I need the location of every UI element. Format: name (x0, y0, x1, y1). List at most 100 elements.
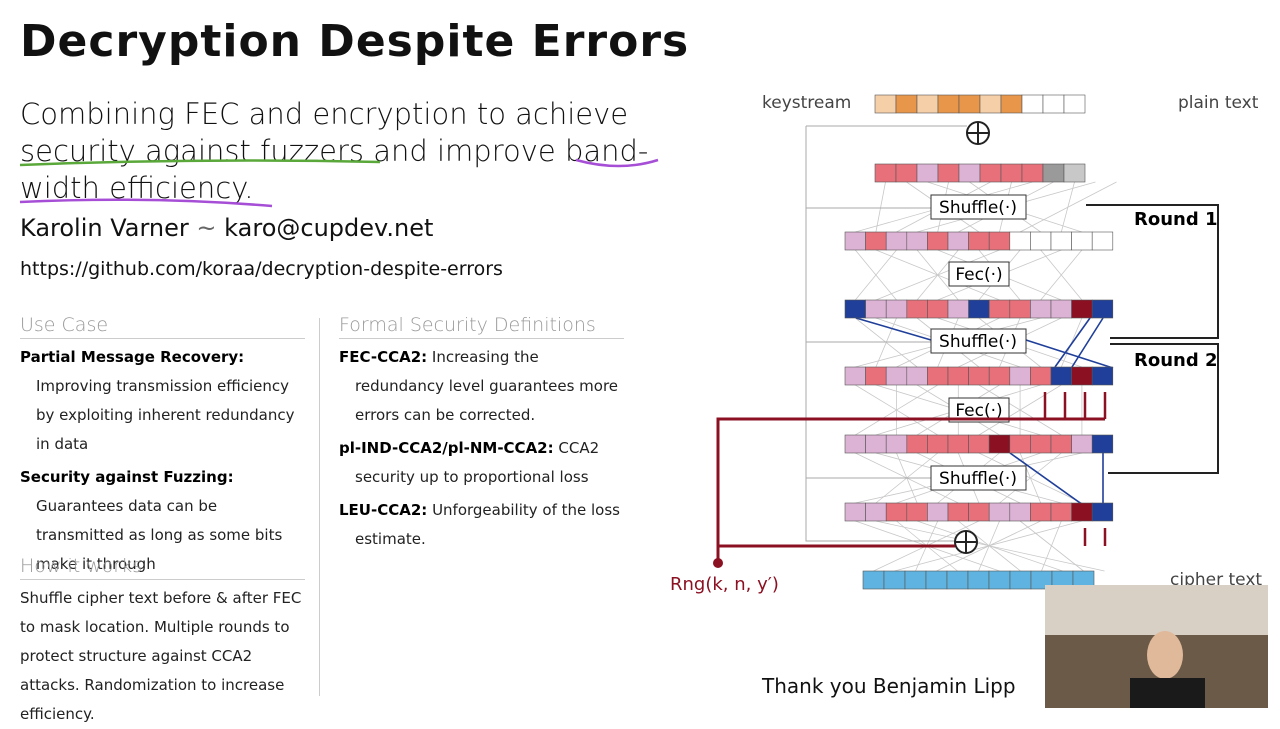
cell (904, 570, 927, 590)
cell (988, 366, 1011, 386)
cell (927, 434, 949, 454)
cell (844, 299, 866, 319)
text: Increasing the redundancy level guarante… (355, 348, 619, 424)
cell (1009, 502, 1031, 522)
cell (947, 231, 969, 251)
cell (1091, 231, 1114, 251)
wire (1019, 181, 1117, 233)
cell (1050, 434, 1072, 454)
cell (895, 163, 918, 183)
fec: Fec(·) (955, 401, 1002, 421)
cell (906, 434, 928, 454)
cell (1071, 231, 1093, 251)
cell (1091, 434, 1114, 454)
wire (855, 384, 938, 436)
wire (805, 125, 967, 542)
cell (988, 434, 1011, 454)
cell (1071, 434, 1093, 454)
cell (1000, 163, 1023, 183)
cell (844, 502, 866, 522)
cell (906, 231, 928, 251)
cell (1091, 299, 1114, 319)
cell (862, 570, 885, 590)
term: FEC-CCA2: (339, 348, 428, 366)
separator: ~ (196, 214, 217, 242)
round-label: Round 1 (1134, 209, 1218, 230)
cell (968, 434, 990, 454)
text: Improving transmission efficiency by exp… (36, 377, 295, 453)
cell (947, 434, 969, 454)
subtitle: Combining FEC and encryption to achieve … (20, 96, 680, 207)
url: https://github.com/koraa/decryption-desp… (20, 258, 503, 280)
cell (925, 570, 948, 590)
cell (1009, 570, 1032, 590)
cell (844, 366, 866, 386)
label: plain text (1178, 93, 1259, 113)
cell (1009, 434, 1031, 454)
cell (1050, 299, 1072, 319)
cell (979, 94, 1002, 114)
cell (906, 502, 928, 522)
cell (958, 163, 981, 183)
cell (1042, 163, 1065, 183)
cell (885, 299, 908, 319)
cell (865, 434, 887, 454)
cell (874, 163, 897, 183)
rng-label: Rng(k, n, y′) (670, 574, 779, 595)
cell (1050, 502, 1072, 522)
cell (1071, 366, 1093, 386)
cell (865, 502, 887, 522)
cell (885, 366, 908, 386)
divider (319, 318, 320, 696)
term: pl-IND-CCA2/pl-NM-CCA2: (339, 439, 554, 457)
cell (937, 163, 960, 183)
cell (1030, 502, 1052, 522)
cell (927, 502, 949, 522)
shuffle: Shuffle(·) (939, 469, 1017, 489)
section-heading: Use Case (20, 314, 305, 339)
cell (927, 366, 949, 386)
cell (1021, 94, 1044, 114)
cell (1050, 366, 1072, 386)
how-it-works: How it works Shuffle cipher text before … (20, 555, 305, 729)
text: Unforgeability of the loss estimate. (355, 501, 620, 548)
cell (883, 570, 906, 590)
subtitle-line: Combining FEC and encryption to achieve (20, 97, 629, 131)
term: Security against Fuzzing: (20, 468, 234, 486)
wire (875, 249, 1000, 301)
wire (894, 520, 1083, 572)
formal: Formal Security Definitions FEC-CCA2: In… (339, 314, 624, 554)
cell (967, 570, 990, 590)
cell (946, 570, 969, 590)
cell (988, 231, 1011, 251)
cell (937, 94, 960, 114)
cell (968, 299, 990, 319)
cell (1063, 163, 1086, 183)
cell (1030, 299, 1052, 319)
cell (947, 299, 969, 319)
cell (1030, 434, 1052, 454)
cell (947, 502, 969, 522)
cell (865, 366, 887, 386)
text: CCA2 security up to proportional loss (355, 439, 600, 486)
cell (844, 231, 866, 251)
section-heading: Formal Security Definitions (339, 314, 624, 339)
cell (1000, 94, 1023, 114)
cell (988, 502, 1011, 522)
author: Karolin Varner (20, 214, 189, 242)
cell (988, 299, 1011, 319)
cell (1071, 502, 1093, 522)
cell (1030, 231, 1052, 251)
cell (1050, 231, 1072, 251)
wire (1041, 520, 1062, 572)
cell (1021, 163, 1044, 183)
cell (916, 163, 939, 183)
cell (885, 231, 908, 251)
text: Guarantees data can be transmitted as lo… (36, 497, 283, 573)
wire (999, 452, 1062, 504)
item: pl-IND-CCA2/pl-NM-CCA2: CCA2 security up… (339, 434, 624, 492)
email: karo@cupdev.net (224, 214, 434, 242)
cell (1009, 231, 1031, 251)
section-heading: How it works (20, 555, 305, 580)
